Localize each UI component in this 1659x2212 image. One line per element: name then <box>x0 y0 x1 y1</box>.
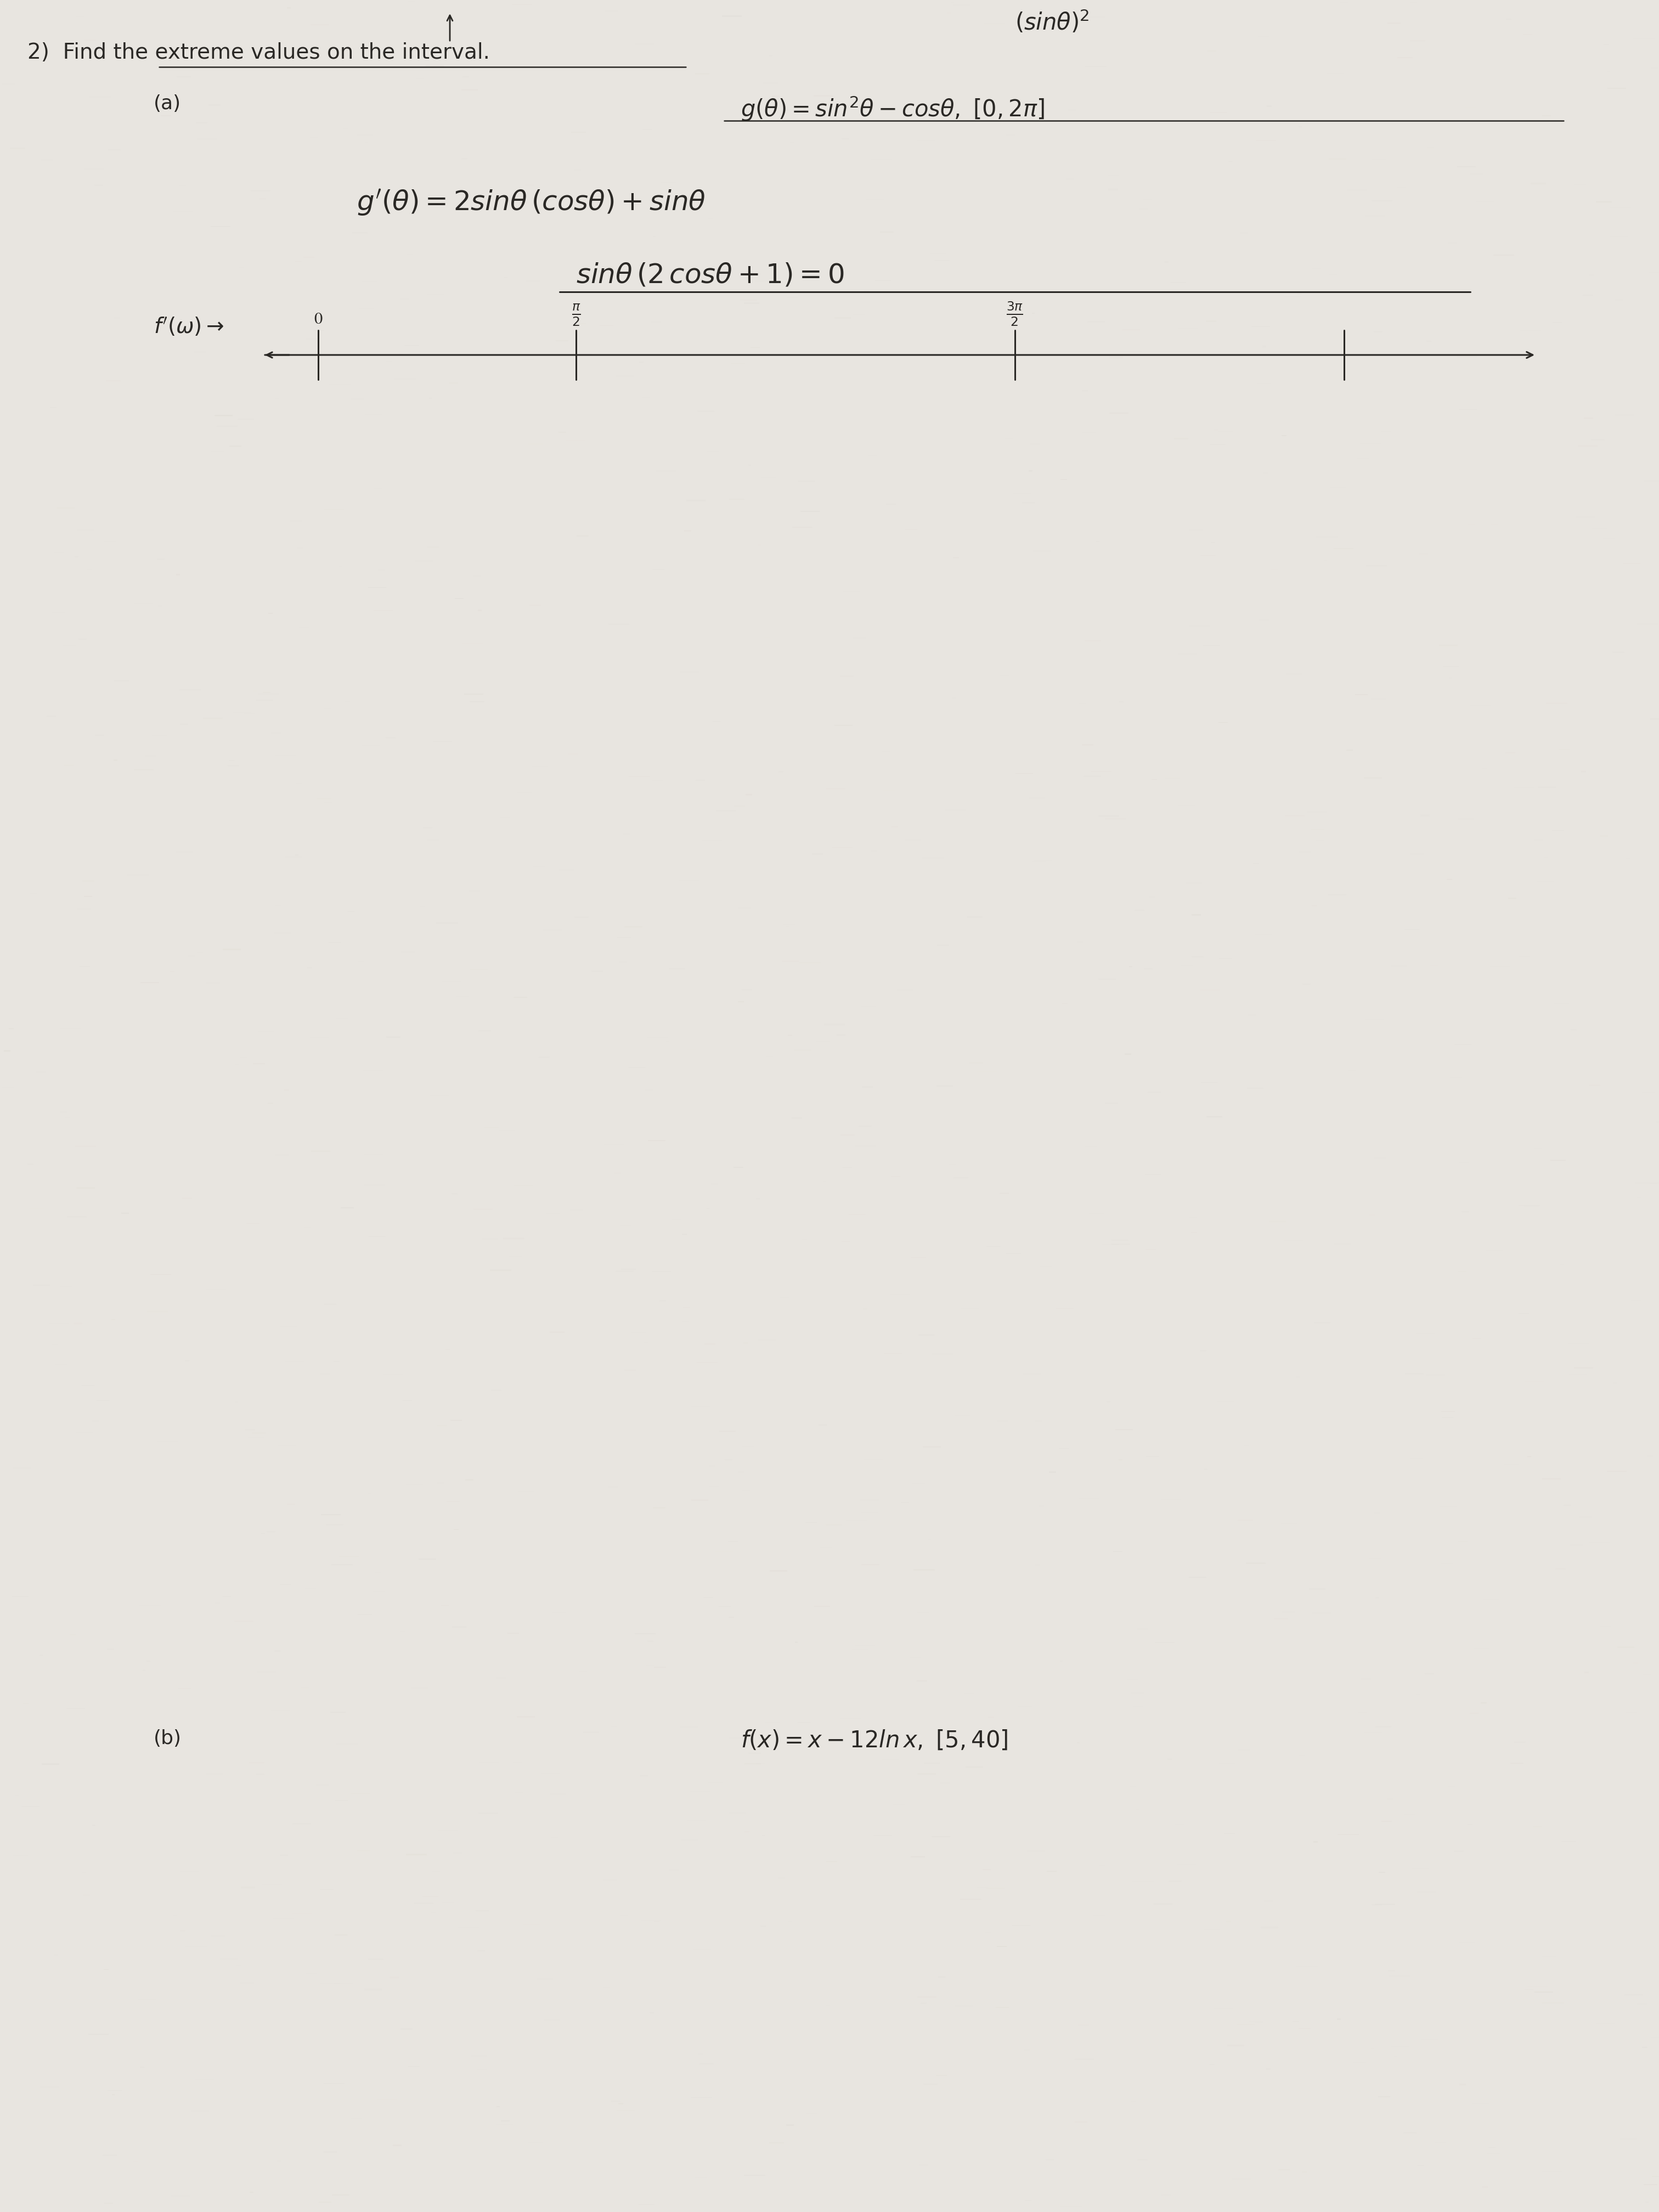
Text: 0: 0 <box>314 312 322 327</box>
Text: $f'(\omega)\rightarrow$: $f'(\omega)\rightarrow$ <box>154 316 224 338</box>
Text: $g'(\theta) = 2sin\theta \, (cos\theta) + sin\theta$: $g'(\theta) = 2sin\theta \, (cos\theta) … <box>357 188 705 217</box>
Text: $sin\theta \, (2\,cos\theta + 1) = 0$: $sin\theta \, (2\,cos\theta + 1) = 0$ <box>576 261 844 288</box>
Text: $\frac{3\pi}{2}$: $\frac{3\pi}{2}$ <box>1007 301 1024 327</box>
Text: $(sin\theta)^2$: $(sin\theta)^2$ <box>1015 9 1090 35</box>
Text: $f(x) = x - 12ln\,x, \ [5,40]$: $f(x) = x - 12ln\,x, \ [5,40]$ <box>740 1730 1009 1752</box>
Text: $\frac{\pi}{2}$: $\frac{\pi}{2}$ <box>571 303 581 327</box>
Text: $g(\theta) = sin^2\theta - cos\theta, \ [0,2\pi]$: $g(\theta) = sin^2\theta - cos\theta, \ … <box>740 95 1045 122</box>
Text: (b): (b) <box>154 1730 181 1747</box>
Text: (a): (a) <box>154 95 181 113</box>
Text: 2)  Find the extreme values on the interval.: 2) Find the extreme values on the interv… <box>28 42 489 64</box>
